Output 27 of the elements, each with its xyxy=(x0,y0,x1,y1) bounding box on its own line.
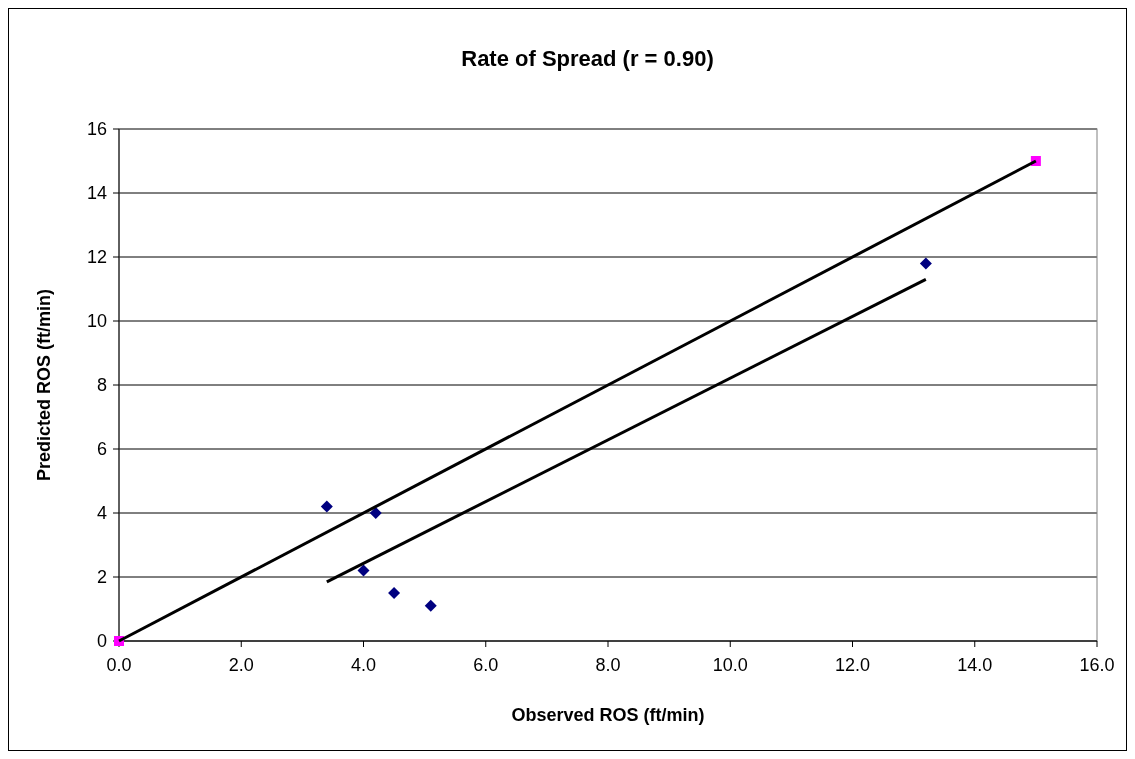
x-tick-label: 12.0 xyxy=(834,655,871,675)
x-axis-title: Observed ROS (ft/min) xyxy=(511,705,705,725)
x-tick-label: 14.0 xyxy=(957,655,993,675)
point xyxy=(919,257,932,270)
x-tick-label: 16.0 xyxy=(1079,655,1115,675)
x-tick-label: 2.0 xyxy=(228,655,254,675)
chart-title: Rate of Spread (r = 0.90) xyxy=(461,46,714,71)
x-tick-label: 8.0 xyxy=(595,655,621,675)
y-tick-label: 8 xyxy=(96,375,107,396)
y-tick-label: 12 xyxy=(86,247,107,268)
point xyxy=(357,564,370,577)
x-tick-label: 4.0 xyxy=(350,655,377,675)
y-axis-title: Predicted ROS (ft/min) xyxy=(34,288,54,482)
y-tick-label: 16 xyxy=(86,119,107,140)
x-tick-label: 6.0 xyxy=(473,655,499,675)
point xyxy=(369,507,382,519)
point xyxy=(388,587,401,599)
point xyxy=(320,500,333,513)
y-tick-label: 14 xyxy=(86,183,107,204)
y-tick-label: 2 xyxy=(96,567,107,588)
y-tick-label: 0 xyxy=(96,631,107,652)
x-tick-label: 0.0 xyxy=(106,655,132,675)
point xyxy=(424,599,437,612)
y-tick-label: 10 xyxy=(86,311,107,332)
x-tick-label: 10.0 xyxy=(712,655,748,675)
y-tick-label: 4 xyxy=(96,503,107,524)
y-tick-label: 6 xyxy=(96,439,107,460)
